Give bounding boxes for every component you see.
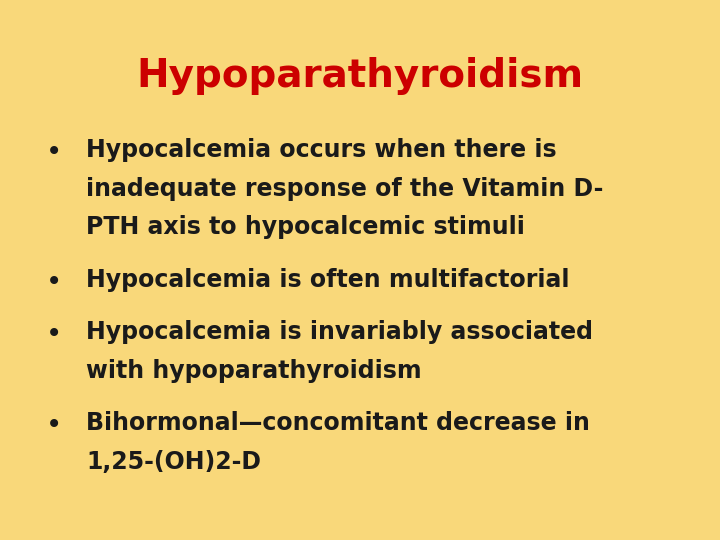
Text: Hypocalcemia is often multifactorial: Hypocalcemia is often multifactorial — [86, 268, 570, 292]
Text: •: • — [46, 138, 62, 166]
Text: Bihormonal—concomitant decrease in: Bihormonal—concomitant decrease in — [86, 411, 590, 435]
Text: •: • — [46, 320, 62, 348]
Text: PTH axis to hypocalcemic stimuli: PTH axis to hypocalcemic stimuli — [86, 215, 526, 239]
Text: Hypocalcemia occurs when there is: Hypocalcemia occurs when there is — [86, 138, 557, 161]
Text: Hypocalcemia is invariably associated: Hypocalcemia is invariably associated — [86, 320, 593, 344]
Text: 1,25-(OH)2-D: 1,25-(OH)2-D — [86, 450, 261, 474]
Text: Hypoparathyroidism: Hypoparathyroidism — [136, 57, 584, 94]
Text: •: • — [46, 411, 62, 440]
Text: •: • — [46, 268, 62, 296]
Text: with hypoparathyroidism: with hypoparathyroidism — [86, 359, 422, 383]
Text: inadequate response of the Vitamin D-: inadequate response of the Vitamin D- — [86, 177, 604, 200]
